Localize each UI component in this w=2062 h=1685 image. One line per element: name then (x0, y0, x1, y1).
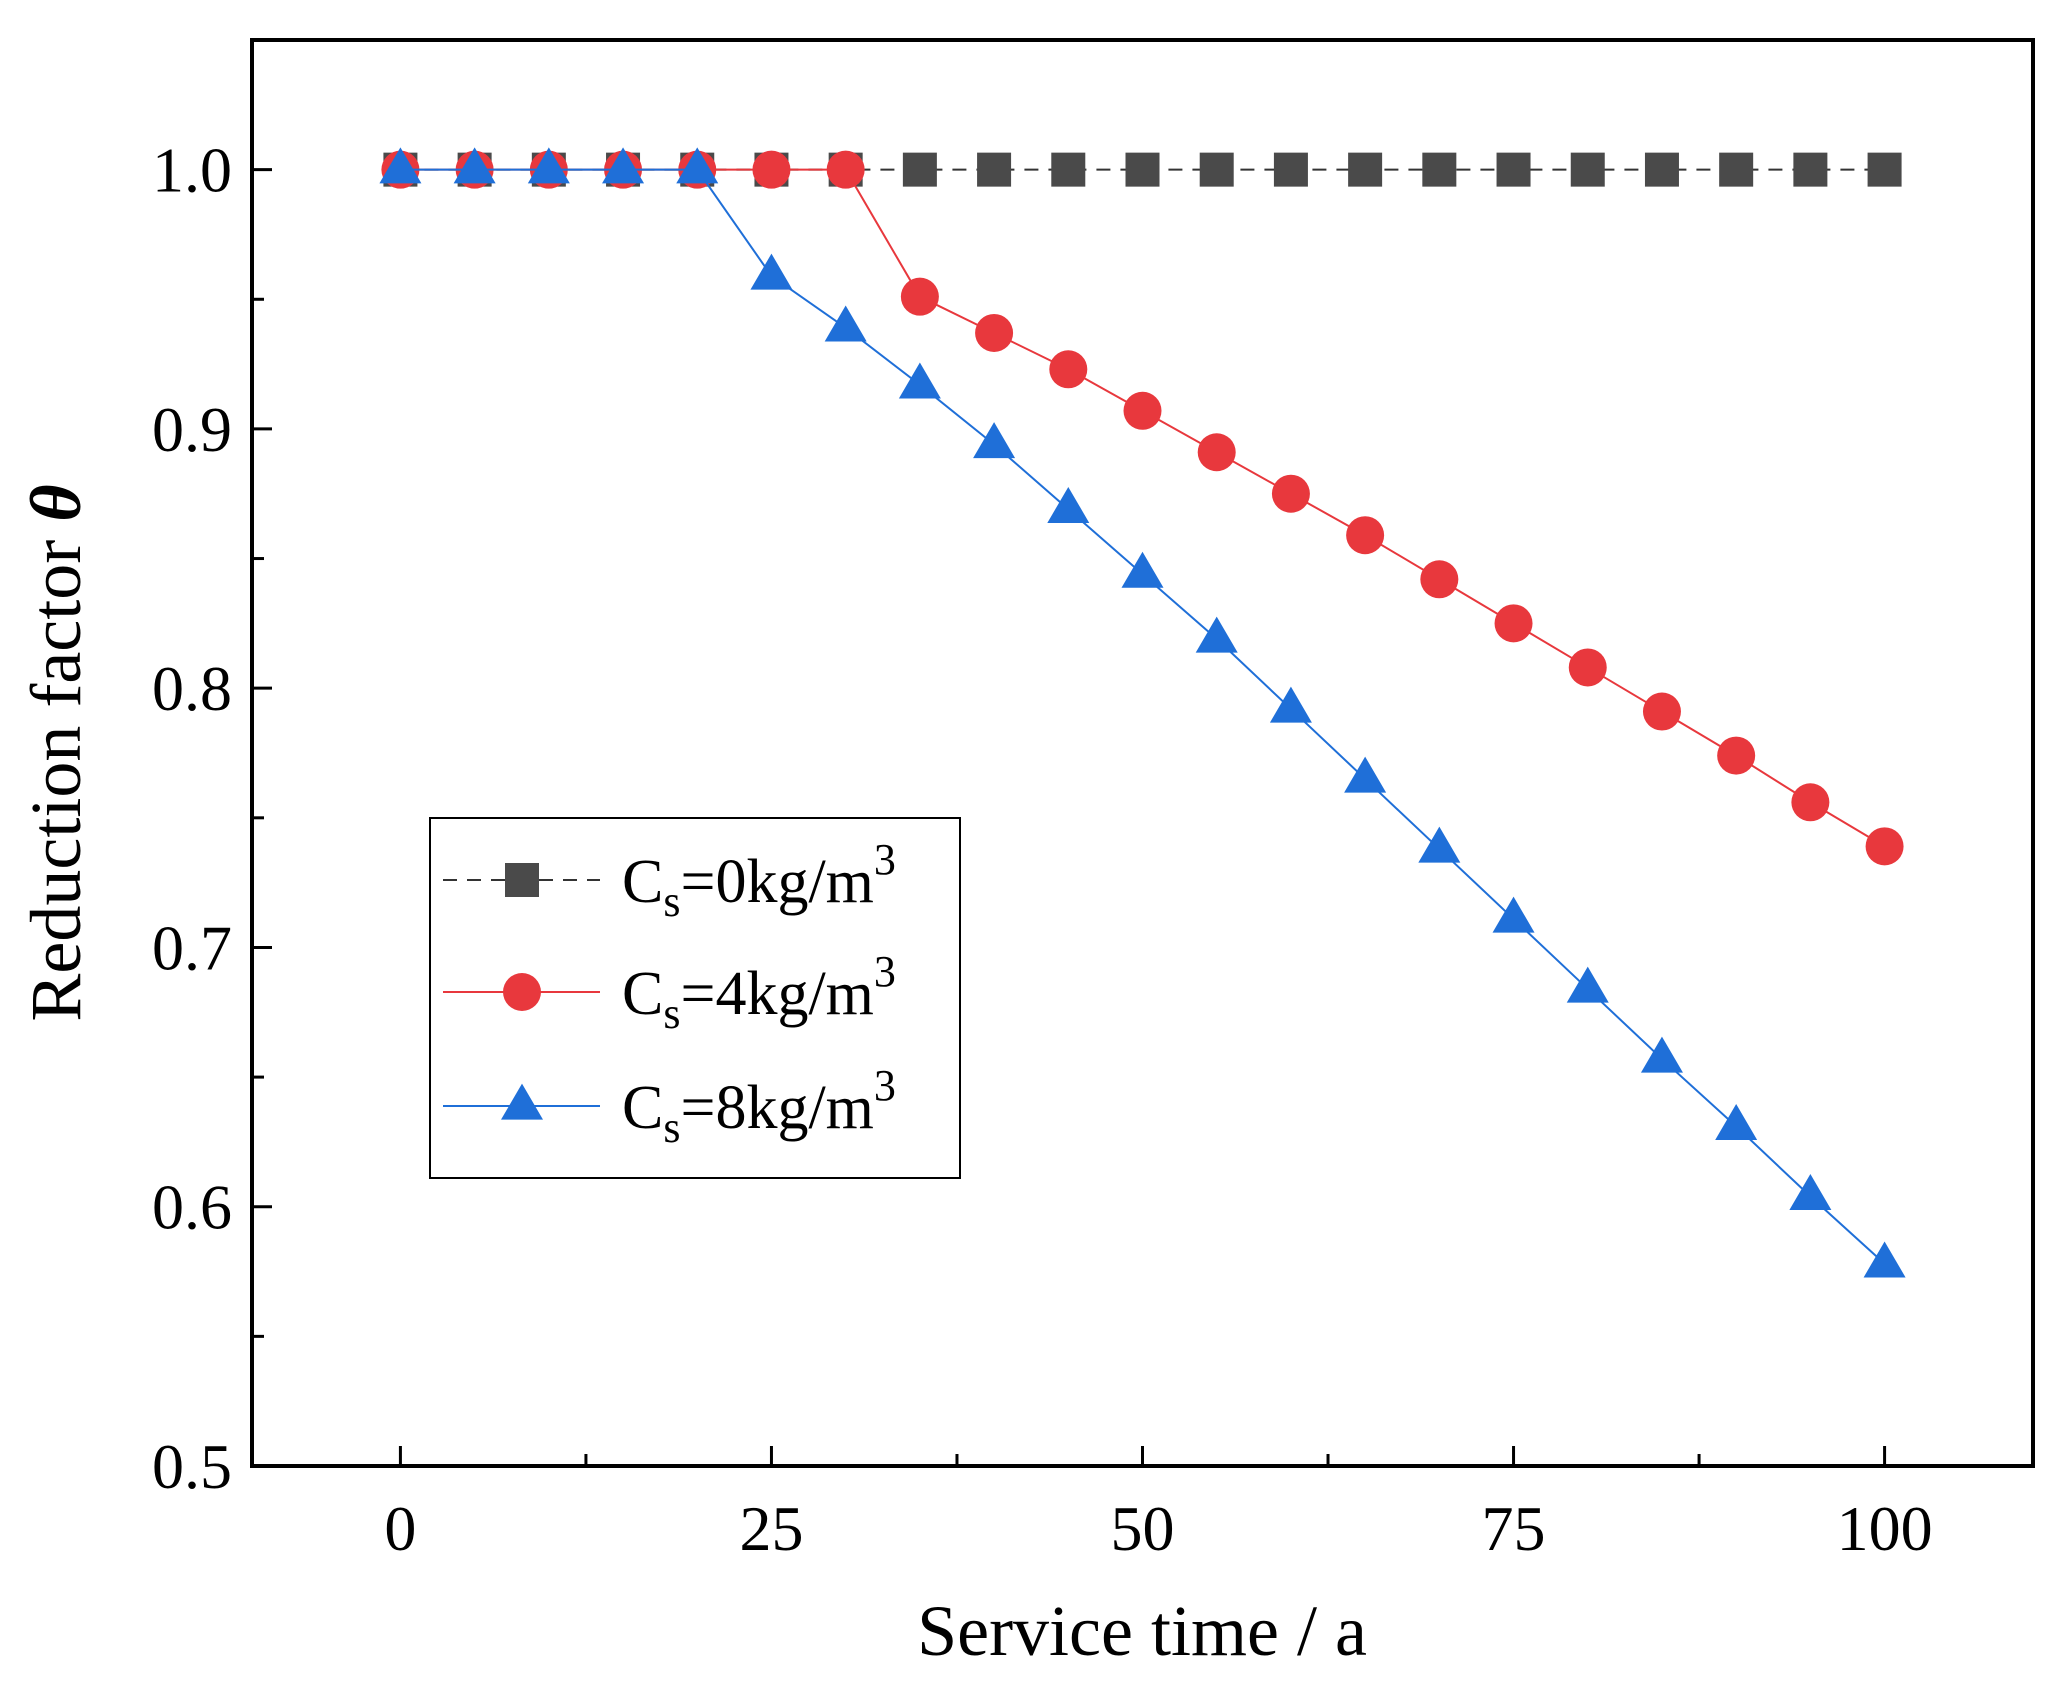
y-axis-ticks: 0.5 0.6 0.7 0.8 0.9 1.0 (152, 135, 272, 1502)
data-point-square (902, 152, 937, 187)
legend-label: Cs=8kg/m3 (622, 1061, 896, 1152)
data-point-square (1719, 152, 1754, 187)
data-point-circle (1717, 736, 1756, 775)
legend-label: Cs=4kg/m3 (622, 947, 896, 1038)
data-point-square (1644, 152, 1679, 187)
x-tick-label: 75 (1482, 1493, 1546, 1564)
data-point-triangle (379, 147, 422, 184)
data-point-square (1496, 152, 1531, 187)
legend-label-sup: 3 (874, 1061, 896, 1110)
legend-entry: Cs=8kg/m3 (443, 1061, 896, 1152)
legend-label-base: C (622, 848, 663, 916)
legend-marker-circle (503, 973, 541, 1011)
legend-label-sup: 3 (874, 947, 896, 996)
y-axis-title-text: Reduction factor (16, 522, 96, 1022)
data-point-square (1422, 152, 1457, 187)
legend-label: Cs=0kg/m3 (622, 835, 896, 926)
data-point-circle (826, 150, 865, 189)
data-point-triangle (1418, 826, 1461, 863)
data-point-triangle (1492, 896, 1535, 933)
data-point-square (977, 152, 1012, 187)
data-point-square (1570, 152, 1605, 187)
legend-label-mid: =0kg/m (680, 848, 873, 916)
data-point-triangle (973, 422, 1016, 459)
data-point-circle (1123, 391, 1162, 430)
x-tick-label: 50 (1111, 1493, 1175, 1564)
data-point-circle (900, 277, 939, 316)
data-point-triangle (1121, 551, 1164, 588)
legend-label-sub: s (663, 989, 680, 1038)
legend-label-mid: =4kg/m (680, 960, 873, 1028)
legend-label-base: C (622, 1074, 663, 1142)
series-layer (379, 147, 1906, 1278)
data-point-triangle (1789, 1174, 1832, 1211)
data-point-circle (752, 150, 791, 189)
y-tick-label: 0.8 (152, 653, 232, 724)
legend-marker-square (505, 863, 539, 897)
data-point-circle (1049, 350, 1088, 389)
legend-label-sub: s (663, 1103, 680, 1152)
y-axis-title: Reduction factor θ (16, 484, 96, 1021)
data-point-triangle (453, 147, 496, 184)
data-point-circle (1568, 648, 1607, 687)
y-axis-title-symbol: θ (16, 484, 96, 521)
data-point-square (1125, 152, 1160, 187)
plot-frame (250, 38, 2035, 1468)
y-tick-label: 0.5 (152, 1431, 232, 1502)
data-point-triangle (750, 253, 793, 290)
data-point-circle (1346, 516, 1385, 555)
y-tick-label: 0.7 (152, 912, 232, 983)
legend-label-base: C (622, 960, 663, 1028)
x-tick-label: 100 (1837, 1493, 1933, 1564)
data-point-square (1273, 152, 1308, 187)
x-axis-ticks: 0 25 50 75 100 (384, 1446, 1933, 1564)
data-point-circle (1791, 783, 1830, 822)
x-tick-label: 0 (384, 1493, 416, 1564)
series-circle (381, 150, 1904, 866)
data-point-triangle (1715, 1104, 1758, 1141)
data-point-circle (1197, 433, 1236, 472)
data-point-square (1793, 152, 1828, 187)
legend-marker-triangle (501, 1083, 543, 1120)
data-point-triangle (1269, 686, 1312, 723)
data-point-triangle (898, 362, 941, 399)
data-point-circle (1420, 560, 1459, 599)
data-point-triangle (824, 305, 867, 342)
x-tick-label: 25 (739, 1493, 803, 1564)
legend-label-sub: s (663, 877, 680, 926)
data-point-circle (1494, 604, 1533, 643)
data-point-triangle (1566, 966, 1609, 1003)
series-triangle (379, 147, 1906, 1278)
x-axis-title: Service time / a (917, 1591, 1367, 1671)
legend-label-sup: 3 (874, 835, 896, 884)
y-tick-label: 0.9 (152, 394, 232, 465)
data-point-triangle (1047, 486, 1090, 523)
data-point-triangle (527, 147, 570, 184)
data-point-triangle (1863, 1241, 1906, 1278)
data-point-circle (975, 313, 1014, 352)
data-point-square (1867, 152, 1902, 187)
data-point-triangle (1195, 616, 1238, 653)
data-point-triangle (1344, 756, 1387, 793)
data-point-square (1051, 152, 1086, 187)
data-point-triangle (1640, 1036, 1683, 1073)
data-point-square (1348, 152, 1383, 187)
legend-entry: Cs=0kg/m3 (443, 835, 896, 926)
y-tick-label: 0.6 (152, 1172, 232, 1243)
legend-label-mid: =8kg/m (680, 1074, 873, 1142)
data-point-circle (1865, 827, 1904, 866)
data-point-circle (1271, 474, 1310, 513)
data-point-triangle (676, 147, 719, 184)
y-tick-label: 1.0 (152, 135, 232, 206)
data-point-square (1199, 152, 1234, 187)
series-line (400, 168, 1886, 848)
data-point-circle (1642, 692, 1681, 731)
data-point-triangle (602, 147, 645, 184)
legend-entry: Cs=4kg/m3 (443, 947, 896, 1038)
